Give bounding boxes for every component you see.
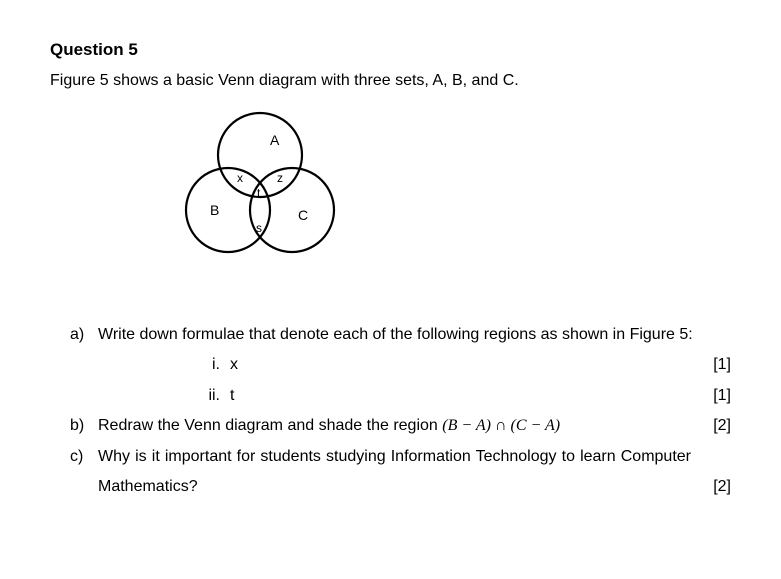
part-b-marks: [2] xyxy=(691,411,731,441)
part-c-label: c) xyxy=(70,442,98,472)
sub-marks: [1] xyxy=(691,381,731,411)
venn-diagram-container: ABCxzts xyxy=(150,100,731,295)
sub-text: x xyxy=(230,350,691,380)
part-a-sub-2: ii. t[1] xyxy=(190,381,731,411)
venn-region-label-x: x xyxy=(237,171,243,185)
sub-text: t xyxy=(230,381,691,411)
intro-text: Figure 5 shows a basic Venn diagram with… xyxy=(50,72,731,90)
venn-diagram: ABCxzts xyxy=(150,100,360,290)
sub-label: ii. xyxy=(190,381,220,411)
part-b: b) Redraw the Venn diagram and shade the… xyxy=(70,411,731,441)
part-a-sub-1: i. x[1] xyxy=(190,350,731,380)
part-a-text: Write down formulae that denote each of … xyxy=(98,320,731,350)
venn-set-label-b: B xyxy=(210,202,219,218)
exam-page: Question 5 Figure 5 shows a basic Venn d… xyxy=(0,0,781,502)
question-label: Question 5 xyxy=(50,40,731,60)
part-a-row: a) Write down formulae that denote each … xyxy=(70,320,731,350)
part-b-label: b) xyxy=(70,411,98,441)
part-b-prefix: Redraw the Venn diagram and shade the re… xyxy=(98,417,442,434)
part-b-text: Redraw the Venn diagram and shade the re… xyxy=(98,411,691,441)
part-a-subparts: i. x[1] ii. t[1] xyxy=(190,350,731,411)
venn-set-label-c: C xyxy=(298,207,308,223)
part-b-formula: (B − A) ∩ (C − A) xyxy=(442,417,560,434)
part-a: a) Write down formulae that denote each … xyxy=(70,320,731,411)
venn-region-label-z: z xyxy=(277,171,283,185)
part-c-text: Why is it important for students studyin… xyxy=(98,442,691,503)
sub-marks: [1] xyxy=(691,350,731,380)
venn-set-label-a: A xyxy=(270,132,280,148)
part-c-row: c) Why is it important for students stud… xyxy=(70,442,731,503)
part-b-row: b) Redraw the Venn diagram and shade the… xyxy=(70,411,731,441)
part-a-label: a) xyxy=(70,320,98,350)
sub-label: i. xyxy=(190,350,220,380)
part-c-marks: [2] xyxy=(691,472,731,502)
venn-region-label-s: s xyxy=(256,221,262,235)
part-c: c) Why is it important for students stud… xyxy=(70,442,731,503)
